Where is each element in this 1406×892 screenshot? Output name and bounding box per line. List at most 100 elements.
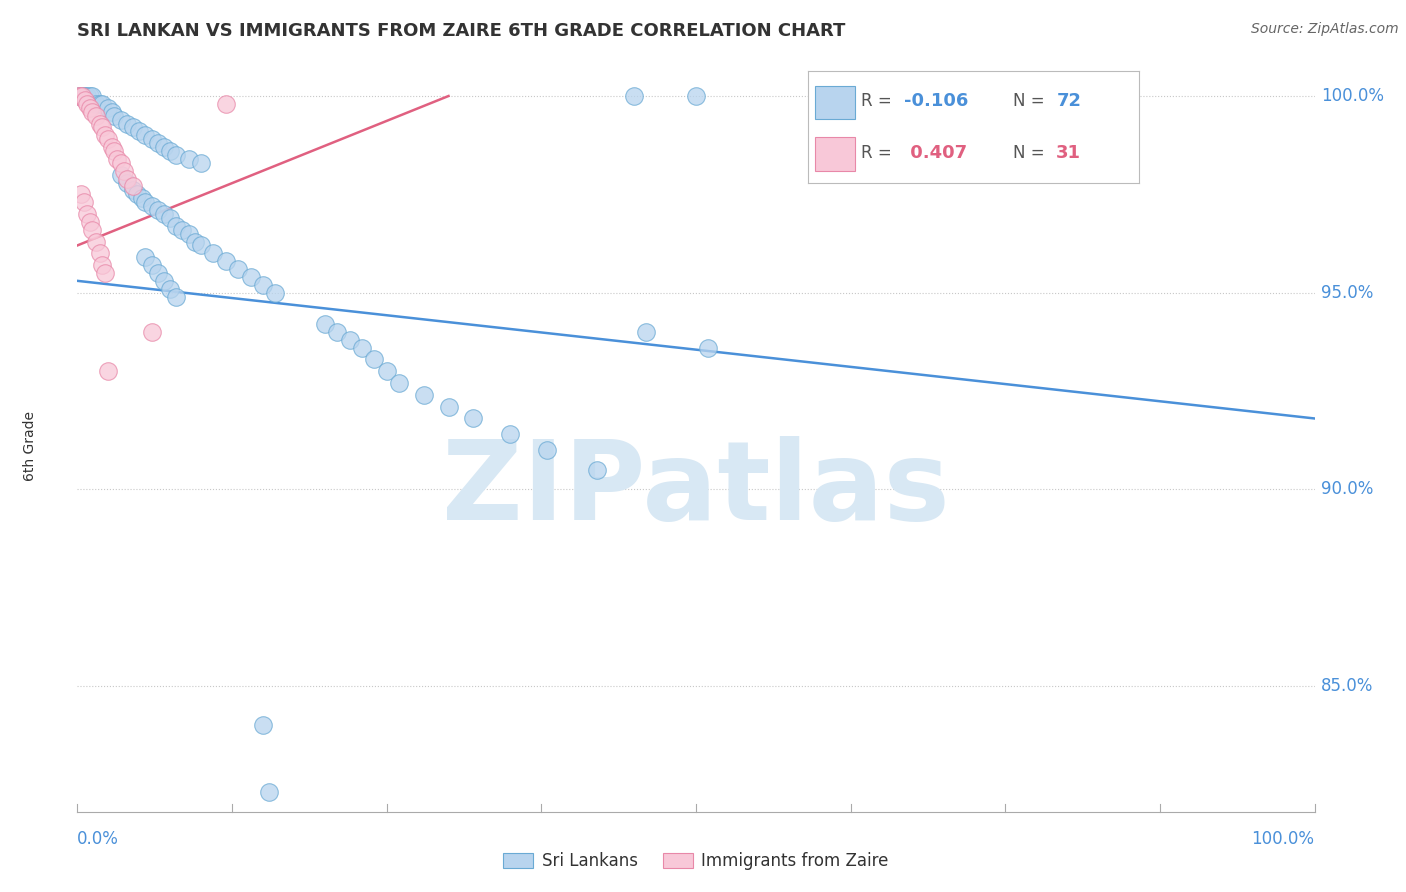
Point	[141, 199, 163, 213]
Point	[112, 163, 135, 178]
Point	[72, 89, 94, 103]
Point	[153, 207, 176, 221]
Point	[82, 104, 104, 119]
Point	[141, 132, 163, 146]
Text: 100.0%: 100.0%	[1251, 830, 1315, 848]
Point	[115, 176, 138, 190]
Text: 90.0%: 90.0%	[1320, 480, 1374, 499]
Point	[67, 89, 90, 103]
Point	[97, 132, 120, 146]
Point	[134, 128, 156, 143]
Text: N =: N =	[1014, 93, 1050, 111]
Point	[79, 89, 101, 103]
Point	[89, 116, 111, 130]
Point	[172, 223, 194, 237]
Text: Source: ZipAtlas.com: Source: ZipAtlas.com	[1251, 22, 1399, 37]
Point	[82, 223, 104, 237]
Point	[101, 140, 124, 154]
Point	[122, 183, 145, 197]
Point	[375, 364, 398, 378]
Point	[388, 376, 411, 390]
Point	[536, 442, 558, 457]
Text: 0.0%: 0.0%	[77, 830, 120, 848]
Point	[93, 266, 115, 280]
Point	[697, 341, 720, 355]
Point	[252, 277, 274, 292]
Point	[141, 258, 163, 272]
Point	[252, 718, 274, 732]
Point	[134, 195, 156, 210]
Point	[97, 364, 120, 378]
Text: 95.0%: 95.0%	[1320, 284, 1374, 301]
Point	[101, 104, 124, 119]
Point	[190, 156, 212, 170]
Point	[79, 215, 101, 229]
Point	[146, 136, 169, 151]
Point	[110, 168, 132, 182]
Point	[125, 187, 148, 202]
Point	[70, 89, 93, 103]
Point	[226, 262, 249, 277]
Text: 85.0%: 85.0%	[1320, 677, 1374, 695]
Point	[159, 144, 181, 158]
Point	[177, 152, 200, 166]
Point	[76, 96, 98, 111]
Point	[202, 246, 225, 260]
Point	[97, 101, 120, 115]
Point	[134, 250, 156, 264]
Point	[146, 202, 169, 217]
Point	[184, 235, 207, 249]
Point	[215, 254, 238, 268]
Point	[339, 333, 361, 347]
Point	[72, 89, 94, 103]
Point	[110, 112, 132, 127]
Point	[91, 96, 114, 111]
Point	[84, 235, 107, 249]
Point	[685, 89, 707, 103]
Point	[69, 89, 91, 103]
Point	[73, 93, 96, 107]
Point	[412, 388, 434, 402]
Text: N =: N =	[1014, 144, 1050, 161]
Point	[215, 96, 238, 111]
Point	[326, 325, 349, 339]
Point	[89, 246, 111, 260]
Point	[76, 207, 98, 221]
Point	[870, 89, 893, 103]
Point	[115, 116, 138, 130]
Point	[91, 120, 114, 135]
Legend: Sri Lankans, Immigrants from Zaire: Sri Lankans, Immigrants from Zaire	[496, 846, 896, 877]
Point	[82, 89, 104, 103]
Point	[165, 148, 187, 162]
Point	[103, 109, 125, 123]
Point	[84, 109, 107, 123]
Text: 0.407: 0.407	[904, 144, 967, 161]
Point	[146, 266, 169, 280]
Point	[76, 89, 98, 103]
Point	[463, 411, 485, 425]
Point	[93, 128, 115, 143]
Point	[363, 352, 385, 367]
Point	[91, 258, 114, 272]
Point	[115, 171, 138, 186]
Point	[586, 462, 609, 476]
Point	[1081, 89, 1104, 103]
Point	[72, 195, 94, 210]
Text: 6th Grade: 6th Grade	[24, 411, 38, 481]
Point	[153, 274, 176, 288]
Point	[350, 341, 373, 355]
Point	[70, 187, 93, 202]
Point	[314, 317, 336, 331]
Text: SRI LANKAN VS IMMIGRANTS FROM ZAIRE 6TH GRADE CORRELATION CHART: SRI LANKAN VS IMMIGRANTS FROM ZAIRE 6TH …	[77, 22, 845, 40]
Point	[264, 285, 287, 300]
Point	[165, 219, 187, 233]
FancyBboxPatch shape	[815, 86, 855, 120]
Text: R =: R =	[862, 144, 897, 161]
Text: -0.106: -0.106	[904, 93, 969, 111]
Text: 100.0%: 100.0%	[1320, 87, 1384, 105]
Text: 72: 72	[1056, 93, 1081, 111]
Point	[177, 227, 200, 241]
Point	[105, 152, 128, 166]
Point	[257, 785, 280, 799]
Point	[190, 238, 212, 252]
